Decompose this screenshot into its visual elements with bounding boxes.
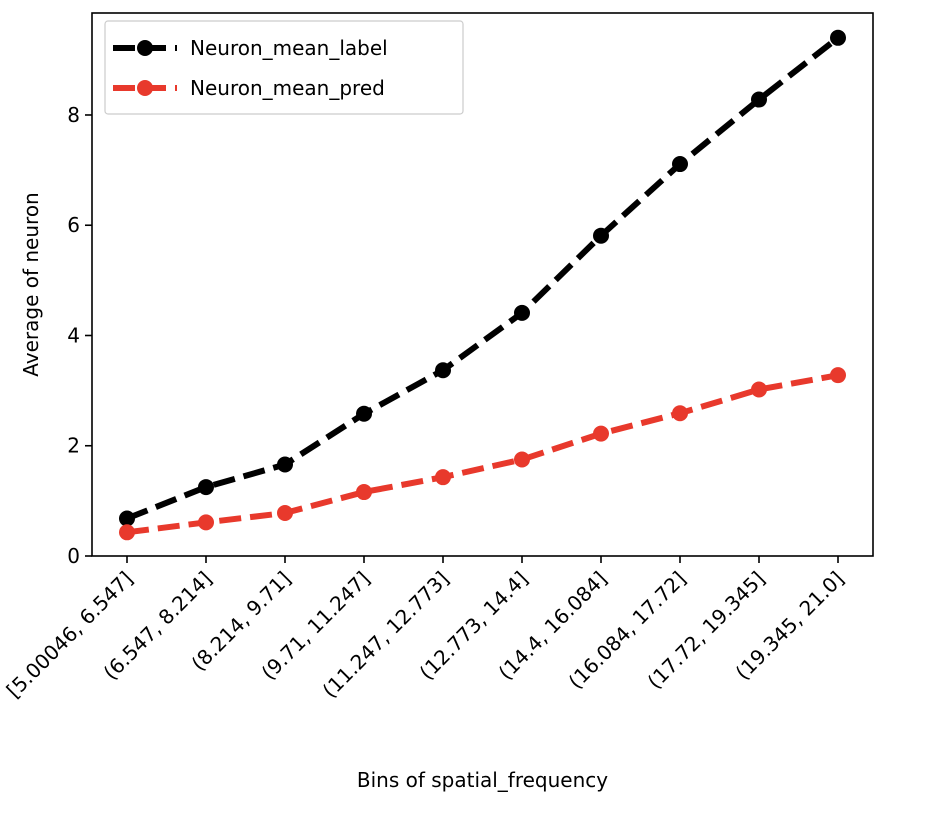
legend-item: Neuron_mean_label (113, 36, 388, 60)
y-tick-label: 8 (67, 103, 80, 127)
legend-label: Neuron_mean_label (190, 36, 388, 60)
x-axis-label: Bins of spatial_frequency (357, 768, 608, 792)
legend-label: Neuron_mean_pred (190, 76, 385, 100)
axes-frame (91, 12, 874, 557)
data-point (435, 362, 451, 379)
legend-item: Neuron_mean_pred (113, 76, 385, 100)
data-point (514, 304, 530, 321)
series-Neuron_mean_label (119, 29, 846, 527)
y-tick-label: 0 (67, 544, 80, 568)
legend-marker (137, 80, 153, 96)
data-point (830, 29, 846, 46)
data-point (435, 469, 451, 486)
data-point (119, 524, 135, 541)
data-point (751, 91, 767, 108)
data-point (277, 456, 293, 473)
plot-area (119, 29, 846, 541)
data-point (356, 484, 372, 501)
y-tick-label: 2 (67, 434, 80, 458)
data-point (593, 227, 609, 244)
data-point (672, 156, 688, 173)
legend-marker (137, 40, 153, 56)
series-Neuron_mean_pred (119, 367, 846, 541)
data-point (672, 405, 688, 422)
legend: Neuron_mean_label Neuron_mean_pred (104, 20, 464, 115)
data-point (119, 510, 135, 527)
series-line (125, 35, 840, 522)
series-line (126, 372, 839, 536)
data-point (830, 367, 846, 384)
y-axis-label: Average of neuron (19, 192, 43, 376)
data-point (593, 425, 609, 442)
data-point (198, 514, 214, 531)
y-tick-label: 6 (67, 213, 80, 237)
data-point (751, 381, 767, 398)
legend-box (104, 20, 464, 115)
data-point (198, 479, 214, 496)
data-point (514, 451, 530, 468)
data-point (356, 405, 372, 422)
y-tick-label: 4 (67, 323, 80, 347)
data-point (277, 505, 293, 522)
